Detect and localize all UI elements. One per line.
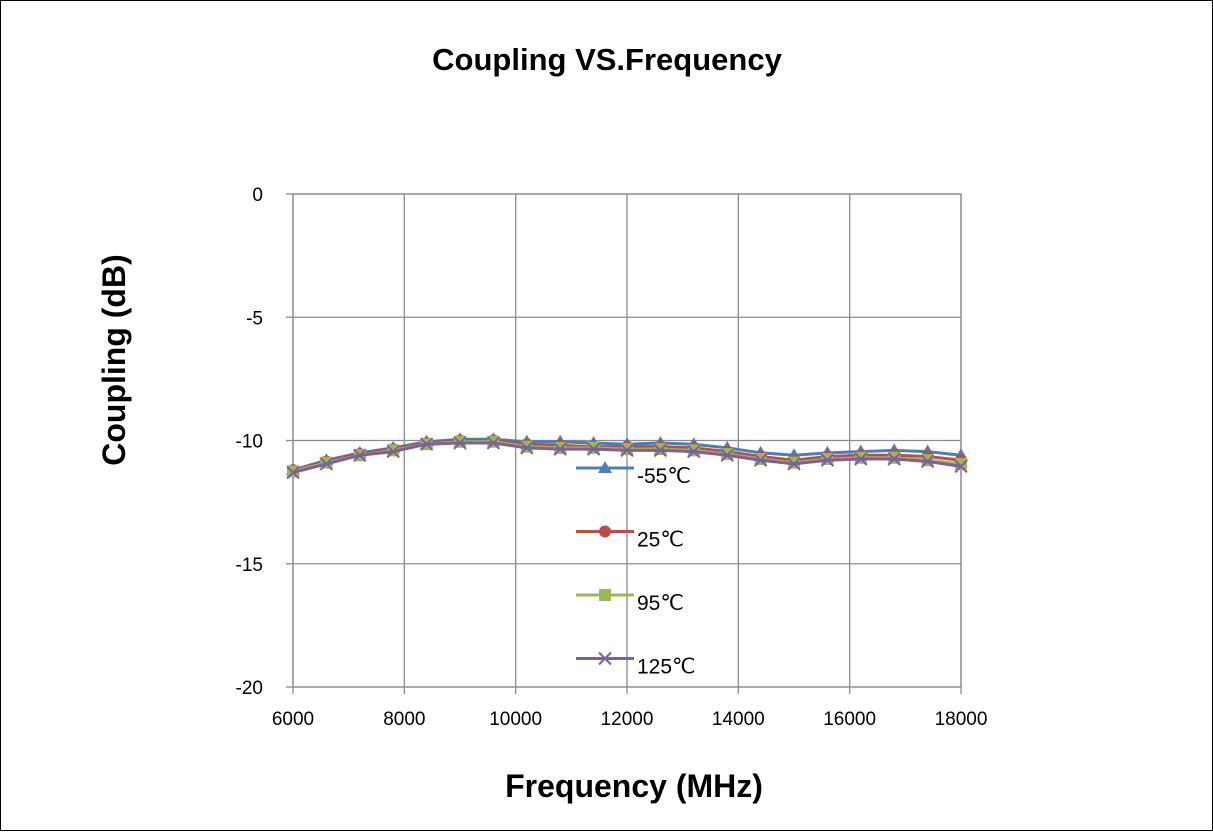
- legend: -55℃ 25℃ 95℃ 125℃: [576, 461, 696, 679]
- data-point-marker: [520, 441, 534, 455]
- x-axis-title: Frequency (MHz): [505, 768, 763, 804]
- series-4: [286, 436, 968, 480]
- series-group: [286, 432, 968, 480]
- y-axis-title: Coupling (dB): [96, 254, 132, 465]
- data-point-marker: [720, 448, 734, 462]
- x-tick-label: 8000: [383, 709, 425, 730]
- x-tick-label: 18000: [935, 709, 988, 730]
- data-point-marker: [787, 457, 801, 471]
- legend-label: 25℃: [637, 529, 684, 552]
- data-point-marker: [286, 465, 300, 480]
- data-point-marker: [599, 525, 611, 538]
- data-point-marker: [586, 442, 601, 456]
- marker-stroke: [854, 452, 868, 466]
- marker-stroke: [520, 441, 534, 455]
- marker-stroke: [586, 442, 601, 456]
- marker-stroke: [353, 448, 367, 462]
- x-tick-label: 6000: [272, 709, 314, 730]
- y-tick-label: 0: [252, 185, 263, 206]
- marker-stroke: [419, 437, 434, 451]
- chart-title: Coupling VS.Frequency: [432, 42, 782, 77]
- marker-stroke: [453, 436, 467, 450]
- marker-stroke: [319, 457, 334, 471]
- data-point-marker: [419, 437, 434, 451]
- marker-stroke: [920, 454, 935, 469]
- data-point-marker: [553, 442, 567, 456]
- data-point-marker: [820, 453, 835, 467]
- marker-stroke: [486, 436, 501, 450]
- marker-stroke: [787, 457, 801, 471]
- plot-border: [292, 193, 962, 688]
- data-point-marker: [753, 453, 768, 467]
- data-point-marker: [486, 436, 501, 450]
- data-point-marker: [319, 457, 334, 471]
- legend-label: 125℃: [637, 656, 696, 679]
- y-tick-label: -15: [236, 555, 263, 576]
- x-tick-label: 16000: [823, 709, 876, 730]
- plot-area: [292, 193, 962, 688]
- data-point-marker: [854, 452, 868, 466]
- data-point-marker: [887, 452, 901, 466]
- y-tick-label: -20: [236, 678, 263, 699]
- marker-stroke: [720, 448, 734, 462]
- data-point-marker: [620, 443, 634, 458]
- marker-stroke: [954, 459, 968, 474]
- legend-label: 95℃: [637, 592, 684, 615]
- data-point-marker: [599, 589, 611, 601]
- data-point-marker: [598, 651, 612, 666]
- y-axis-ticks: 0 -5 -10 -15 -20: [236, 185, 263, 699]
- x-tick-label: 10000: [489, 709, 542, 730]
- data-point-marker: [954, 459, 968, 474]
- data-point-marker: [598, 461, 612, 473]
- data-point-marker: [386, 444, 400, 459]
- marker-stroke: [620, 443, 634, 458]
- data-point-marker: [955, 457, 967, 470]
- marker-stroke: [820, 453, 835, 467]
- legend-item: -55℃: [576, 461, 691, 488]
- marker-stroke: [653, 443, 668, 458]
- marker-stroke: [386, 444, 400, 459]
- marker-stroke: [753, 453, 768, 467]
- data-point-marker: [353, 448, 367, 462]
- x-tick-label: 12000: [601, 709, 654, 730]
- y-tick-label: -10: [236, 432, 263, 453]
- data-point-marker: [453, 436, 467, 450]
- marker-stroke: [598, 651, 612, 666]
- legend-item: 25℃: [576, 525, 684, 552]
- y-tick-label: -5: [246, 308, 263, 329]
- legend-item: 125℃: [576, 651, 696, 679]
- data-point-marker: [653, 443, 668, 458]
- legend-label: -55℃: [637, 465, 691, 488]
- marker-stroke: [553, 442, 567, 456]
- x-axis-ticks: 6000 8000 10000 12000 14000 16000 18000: [272, 709, 988, 730]
- x-tick-label: 14000: [712, 709, 765, 730]
- legend-item: 95℃: [576, 589, 684, 615]
- marker-stroke: [286, 465, 300, 480]
- data-point-marker: [687, 444, 701, 459]
- data-point-marker: [920, 454, 935, 469]
- marker-stroke: [687, 444, 701, 459]
- marker-stroke: [887, 452, 901, 466]
